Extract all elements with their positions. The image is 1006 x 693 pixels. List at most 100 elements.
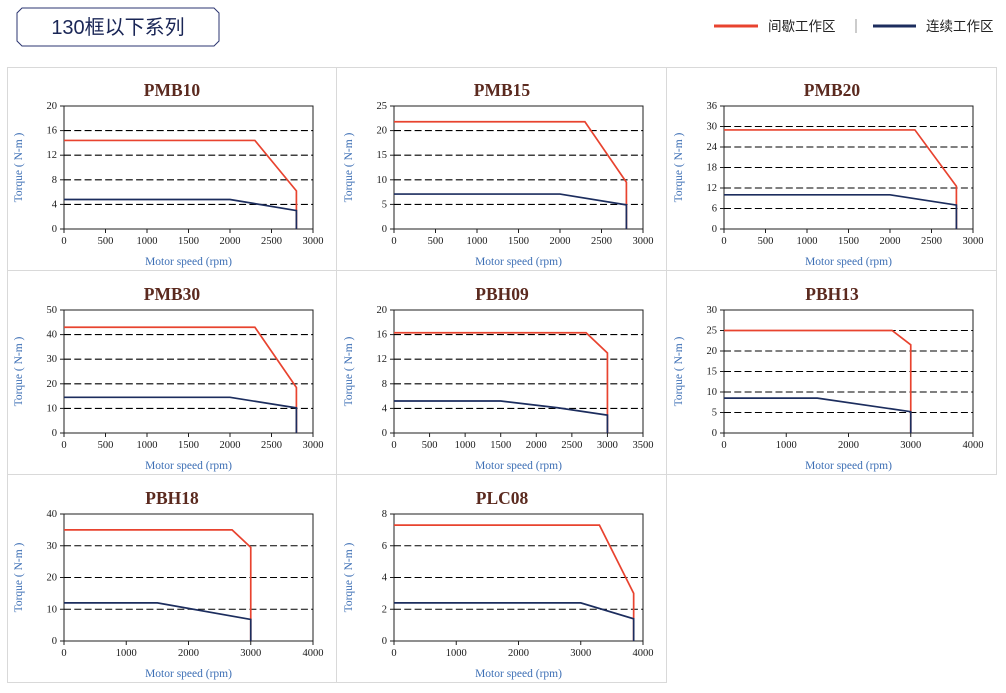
svg-text:1000: 1000 — [467, 236, 488, 247]
svg-text:10: 10 — [47, 604, 58, 615]
svg-text:20: 20 — [47, 101, 58, 112]
svg-text:Torque ( N-m ): Torque ( N-m ) — [343, 542, 355, 612]
svg-text:3000: 3000 — [633, 236, 654, 247]
svg-text:3000: 3000 — [570, 648, 591, 659]
svg-text:12: 12 — [707, 183, 718, 194]
svg-text:25: 25 — [707, 326, 718, 337]
svg-text:0: 0 — [61, 440, 66, 451]
svg-text:2000: 2000 — [838, 440, 859, 451]
svg-text:8: 8 — [52, 175, 57, 186]
svg-text:2000: 2000 — [220, 236, 241, 247]
svg-text:10: 10 — [47, 403, 58, 414]
svg-text:2000: 2000 — [178, 648, 199, 659]
svg-text:PMB15: PMB15 — [474, 80, 531, 100]
svg-text:1500: 1500 — [178, 236, 199, 247]
svg-text:20: 20 — [47, 379, 58, 390]
svg-text:20: 20 — [47, 573, 58, 584]
svg-text:3000: 3000 — [597, 440, 618, 451]
svg-text:1000: 1000 — [116, 648, 137, 659]
svg-text:3500: 3500 — [633, 440, 654, 451]
svg-text:0: 0 — [52, 428, 57, 439]
svg-text:2000: 2000 — [508, 648, 529, 659]
svg-text:30: 30 — [707, 305, 718, 316]
svg-text:Torque ( N-m ): Torque ( N-m ) — [673, 132, 685, 202]
svg-text:PBH09: PBH09 — [475, 284, 529, 304]
svg-text:6: 6 — [382, 541, 387, 552]
svg-text:1000: 1000 — [455, 440, 476, 451]
svg-text:2000: 2000 — [220, 440, 241, 451]
svg-text:25: 25 — [377, 101, 388, 112]
svg-text:1500: 1500 — [838, 236, 859, 247]
svg-text:0: 0 — [382, 428, 387, 439]
svg-text:3000: 3000 — [900, 440, 921, 451]
svg-text:12: 12 — [47, 150, 58, 161]
svg-text:2000: 2000 — [880, 236, 901, 247]
svg-text:0: 0 — [712, 224, 717, 235]
svg-text:18: 18 — [707, 163, 718, 174]
svg-text:2500: 2500 — [921, 236, 942, 247]
svg-text:16: 16 — [47, 126, 58, 137]
svg-text:Motor speed (rpm): Motor speed (rpm) — [145, 668, 232, 680]
svg-text:0: 0 — [391, 648, 396, 659]
svg-text:0: 0 — [721, 236, 726, 247]
svg-text:0: 0 — [712, 428, 717, 439]
svg-text:3000: 3000 — [303, 236, 324, 247]
svg-text:0: 0 — [721, 440, 726, 451]
svg-text:4: 4 — [382, 573, 388, 584]
svg-text:0: 0 — [52, 636, 57, 647]
svg-text:6: 6 — [712, 204, 717, 215]
svg-text:1000: 1000 — [797, 236, 818, 247]
svg-text:5: 5 — [712, 408, 717, 419]
svg-text:4000: 4000 — [303, 648, 324, 659]
svg-text:50: 50 — [47, 305, 58, 316]
svg-text:16: 16 — [377, 330, 388, 341]
svg-text:Torque ( N-m ): Torque ( N-m ) — [343, 336, 355, 406]
svg-text:500: 500 — [98, 236, 114, 247]
svg-text:12: 12 — [377, 354, 388, 365]
svg-text:0: 0 — [382, 636, 387, 647]
svg-text:1500: 1500 — [508, 236, 529, 247]
svg-text:20: 20 — [707, 346, 718, 357]
svg-text:PBH13: PBH13 — [805, 284, 859, 304]
svg-text:40: 40 — [47, 509, 58, 520]
svg-text:4: 4 — [52, 199, 58, 210]
svg-text:Motor speed (rpm): Motor speed (rpm) — [805, 256, 892, 268]
svg-text:1000: 1000 — [137, 236, 158, 247]
svg-text:Torque ( N-m ): Torque ( N-m ) — [13, 542, 25, 612]
svg-text:Torque ( N-m ): Torque ( N-m ) — [343, 132, 355, 202]
svg-text:1000: 1000 — [446, 648, 467, 659]
svg-text:0: 0 — [391, 236, 396, 247]
svg-text:15: 15 — [707, 367, 718, 378]
svg-text:0: 0 — [61, 236, 66, 247]
svg-text:3000: 3000 — [240, 648, 261, 659]
svg-text:Motor speed (rpm): Motor speed (rpm) — [145, 256, 232, 268]
svg-text:Motor speed (rpm): Motor speed (rpm) — [475, 256, 562, 268]
svg-text:10: 10 — [707, 387, 718, 398]
svg-text:1500: 1500 — [490, 440, 511, 451]
svg-text:8: 8 — [382, 509, 387, 520]
svg-text:连续工作区: 连续工作区 — [926, 19, 994, 34]
svg-text:0: 0 — [61, 648, 66, 659]
svg-text:PBH18: PBH18 — [145, 488, 199, 508]
svg-text:30: 30 — [47, 354, 58, 365]
svg-text:3000: 3000 — [303, 440, 324, 451]
svg-text:0: 0 — [391, 440, 396, 451]
svg-text:5: 5 — [382, 199, 387, 210]
svg-text:30: 30 — [47, 541, 58, 552]
svg-text:PLC08: PLC08 — [476, 488, 529, 508]
svg-text:0: 0 — [382, 224, 387, 235]
svg-text:1000: 1000 — [776, 440, 797, 451]
svg-text:Motor speed (rpm): Motor speed (rpm) — [145, 460, 232, 472]
svg-text:2500: 2500 — [261, 236, 282, 247]
svg-text:4: 4 — [382, 403, 388, 414]
svg-text:2000: 2000 — [526, 440, 547, 451]
svg-text:24: 24 — [707, 142, 718, 153]
svg-text:20: 20 — [377, 126, 388, 137]
svg-text:15: 15 — [377, 150, 388, 161]
svg-text:Motor speed (rpm): Motor speed (rpm) — [475, 668, 562, 680]
svg-text:PMB10: PMB10 — [144, 80, 201, 100]
svg-text:2500: 2500 — [561, 440, 582, 451]
svg-text:500: 500 — [428, 236, 444, 247]
svg-text:8: 8 — [382, 379, 387, 390]
svg-text:4000: 4000 — [963, 440, 984, 451]
